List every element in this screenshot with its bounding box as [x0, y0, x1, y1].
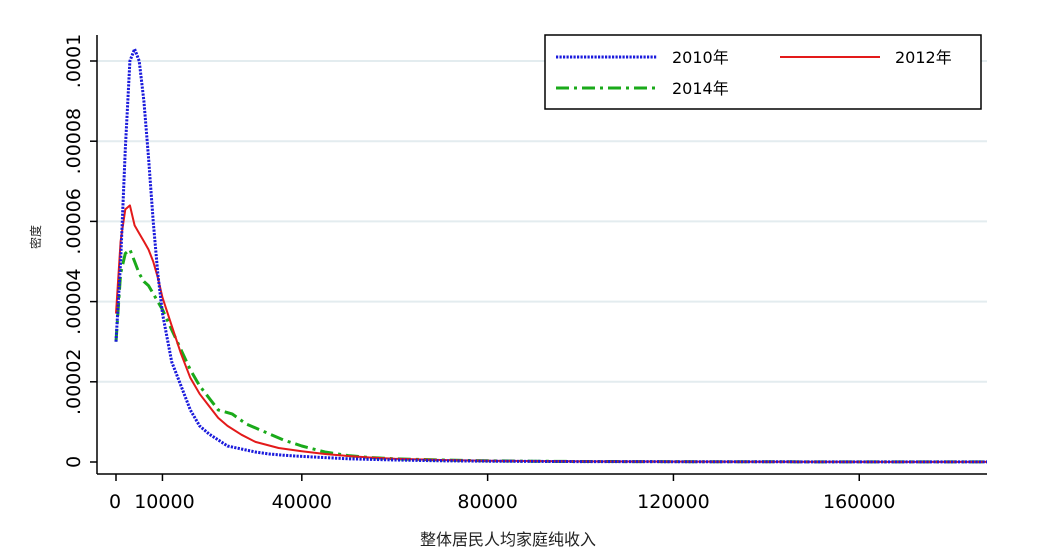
y-tick-label: .00006 — [63, 188, 85, 254]
legend-box — [544, 34, 982, 110]
x-tick-label: 40000 — [272, 491, 332, 513]
y-tick-label: 0 — [63, 456, 85, 468]
x-axis-title: 整体居民人均家庭纯收入 — [420, 530, 596, 549]
x-tick-label: 80000 — [457, 491, 517, 513]
x-tick-label: 0 — [109, 491, 121, 513]
x-ticks: 0 10000 40000 80000 120000 160000 — [109, 474, 896, 513]
legend-label: 2010年 — [672, 48, 729, 67]
series-line-solid — [115, 204, 988, 463]
y-tick-label: .00002 — [63, 349, 85, 415]
axes — [96, 35, 987, 475]
x-tick-label: 10000 — [134, 491, 194, 513]
grid-lines — [97, 60, 987, 383]
y-tick-label: .0001 — [63, 34, 85, 88]
x-tick-label: 120000 — [637, 491, 710, 513]
series-line-dotted — [114, 47, 988, 464]
series-lines — [114, 47, 988, 464]
y-tick-label: .00008 — [63, 108, 85, 174]
legend: 2010年 2012年 2014年 — [544, 34, 982, 110]
y-axis-title: 密度 — [28, 225, 43, 249]
x-tick-label: 160000 — [823, 491, 896, 513]
legend-label: 2014年 — [672, 79, 729, 98]
series-line-dashdot — [114, 248, 988, 464]
legend-label: 2012年 — [895, 48, 952, 67]
y-ticks: 0 .00002 .00004 .00006 .00008 .0001 — [63, 34, 97, 468]
y-tick-label: .00004 — [63, 268, 85, 334]
